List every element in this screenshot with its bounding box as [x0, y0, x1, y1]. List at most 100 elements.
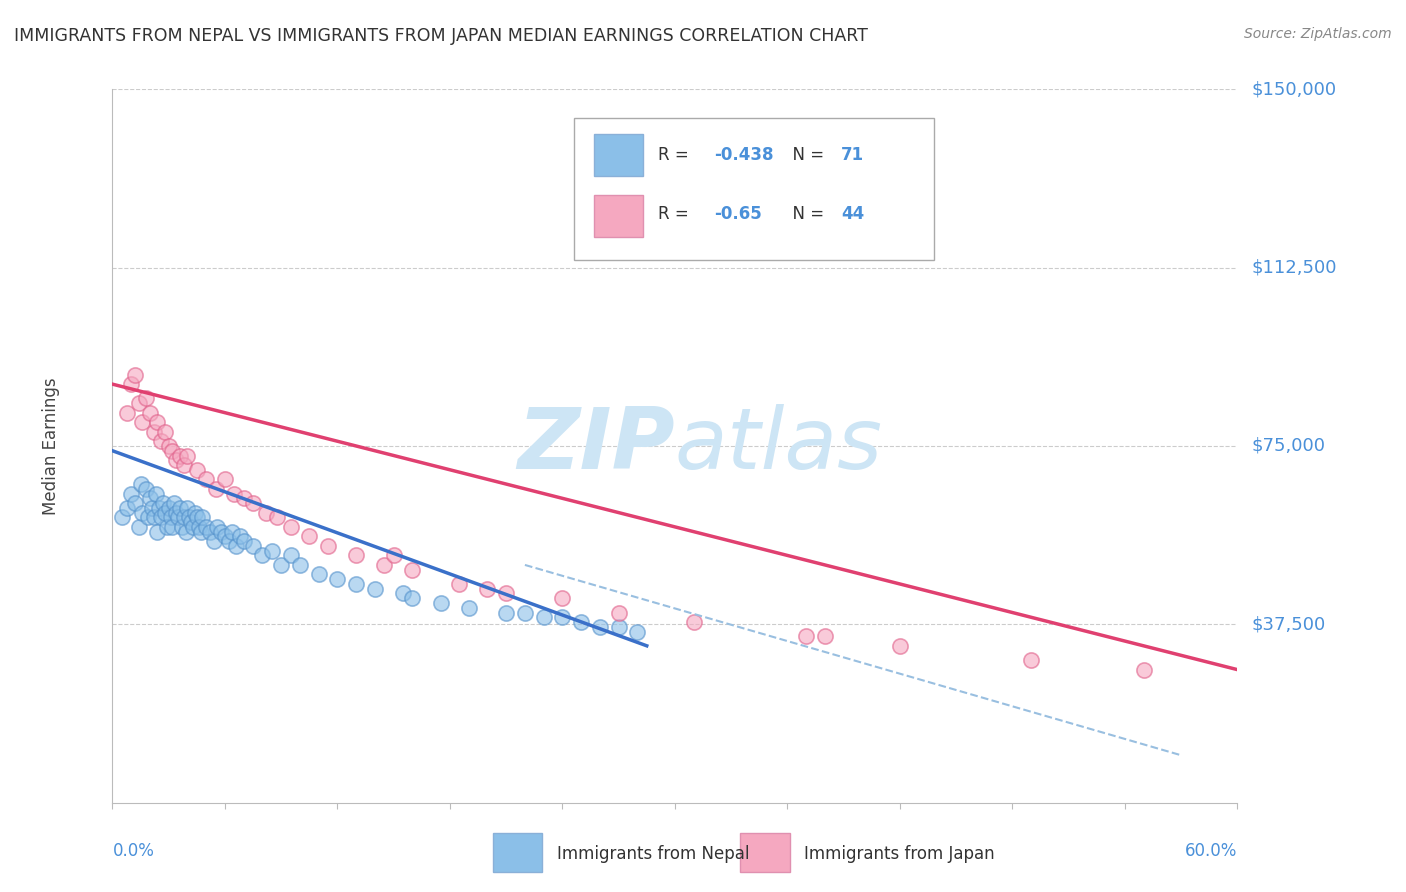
Point: [589, 620, 612, 634]
Point: [242, 539, 264, 553]
FancyBboxPatch shape: [593, 194, 644, 237]
Point: [298, 529, 321, 543]
FancyBboxPatch shape: [740, 833, 790, 872]
Point: [124, 496, 146, 510]
Text: Immigrants from Japan: Immigrants from Japan: [804, 846, 995, 863]
Point: [117, 406, 139, 420]
Point: [153, 425, 176, 439]
Point: [141, 500, 163, 515]
Text: -0.65: -0.65: [714, 205, 762, 223]
Text: ZIP: ZIP: [517, 404, 675, 488]
Point: [495, 586, 517, 600]
Point: [254, 506, 277, 520]
Point: [128, 396, 150, 410]
Text: 0.0%: 0.0%: [112, 842, 155, 860]
Point: [569, 615, 592, 629]
Text: $37,500: $37,500: [1251, 615, 1326, 633]
Point: [120, 486, 142, 500]
Point: [139, 491, 162, 506]
Point: [167, 510, 190, 524]
Point: [111, 510, 134, 524]
Text: $75,000: $75,000: [1251, 437, 1326, 455]
Point: [195, 472, 218, 486]
Point: [344, 577, 367, 591]
Text: 44: 44: [841, 205, 865, 223]
Point: [221, 524, 243, 539]
Point: [204, 482, 226, 496]
Point: [214, 472, 236, 486]
Point: [157, 439, 180, 453]
Point: [382, 549, 405, 563]
Point: [186, 463, 208, 477]
Point: [163, 496, 186, 510]
Point: [316, 539, 339, 553]
Point: [551, 610, 574, 624]
Text: IMMIGRANTS FROM NEPAL VS IMMIGRANTS FROM JAPAN MEDIAN EARNINGS CORRELATION CHART: IMMIGRANTS FROM NEPAL VS IMMIGRANTS FROM…: [14, 27, 868, 45]
Point: [156, 520, 179, 534]
Point: [170, 520, 193, 534]
Point: [136, 510, 159, 524]
Point: [626, 624, 648, 639]
Text: R =: R =: [658, 205, 695, 223]
Point: [401, 591, 423, 606]
Point: [159, 510, 181, 524]
Point: [124, 368, 146, 382]
Point: [429, 596, 451, 610]
Point: [207, 520, 229, 534]
Point: [165, 453, 187, 467]
Point: [148, 500, 170, 515]
Point: [288, 558, 311, 572]
Point: [218, 534, 240, 549]
Point: [120, 377, 142, 392]
Point: [180, 515, 202, 529]
Point: [191, 510, 214, 524]
FancyBboxPatch shape: [574, 118, 934, 260]
Point: [232, 491, 254, 506]
Point: [392, 586, 415, 600]
Point: [187, 520, 209, 534]
Point: [165, 506, 187, 520]
Point: [198, 524, 221, 539]
Text: N =: N =: [782, 205, 830, 223]
Point: [142, 510, 165, 524]
Point: [153, 506, 176, 520]
Point: [176, 449, 198, 463]
Point: [184, 506, 207, 520]
Text: $150,000: $150,000: [1251, 80, 1336, 98]
Point: [169, 449, 191, 463]
Point: [209, 524, 232, 539]
Point: [607, 620, 630, 634]
Point: [449, 577, 471, 591]
Point: [157, 500, 180, 515]
Point: [131, 415, 153, 429]
Text: Immigrants from Nepal: Immigrants from Nepal: [557, 846, 749, 863]
Point: [179, 510, 201, 524]
Point: [214, 529, 236, 543]
Text: Median Earnings: Median Earnings: [42, 377, 59, 515]
Point: [1019, 653, 1042, 667]
Point: [495, 606, 517, 620]
Point: [373, 558, 395, 572]
Point: [266, 510, 288, 524]
Point: [270, 558, 292, 572]
Point: [551, 591, 574, 606]
Point: [190, 524, 212, 539]
Text: 60.0%: 60.0%: [1185, 842, 1237, 860]
Text: -0.438: -0.438: [714, 146, 773, 164]
Point: [326, 572, 349, 586]
Point: [181, 520, 204, 534]
Point: [131, 506, 153, 520]
Point: [128, 520, 150, 534]
Point: [225, 539, 247, 553]
Point: [457, 600, 479, 615]
Point: [176, 500, 198, 515]
Point: [280, 549, 302, 563]
Point: [533, 610, 555, 624]
Point: [152, 496, 174, 510]
Point: [195, 520, 218, 534]
Point: [607, 606, 630, 620]
Text: R =: R =: [658, 146, 695, 164]
Point: [173, 458, 195, 472]
Point: [135, 392, 157, 406]
Point: [129, 477, 152, 491]
